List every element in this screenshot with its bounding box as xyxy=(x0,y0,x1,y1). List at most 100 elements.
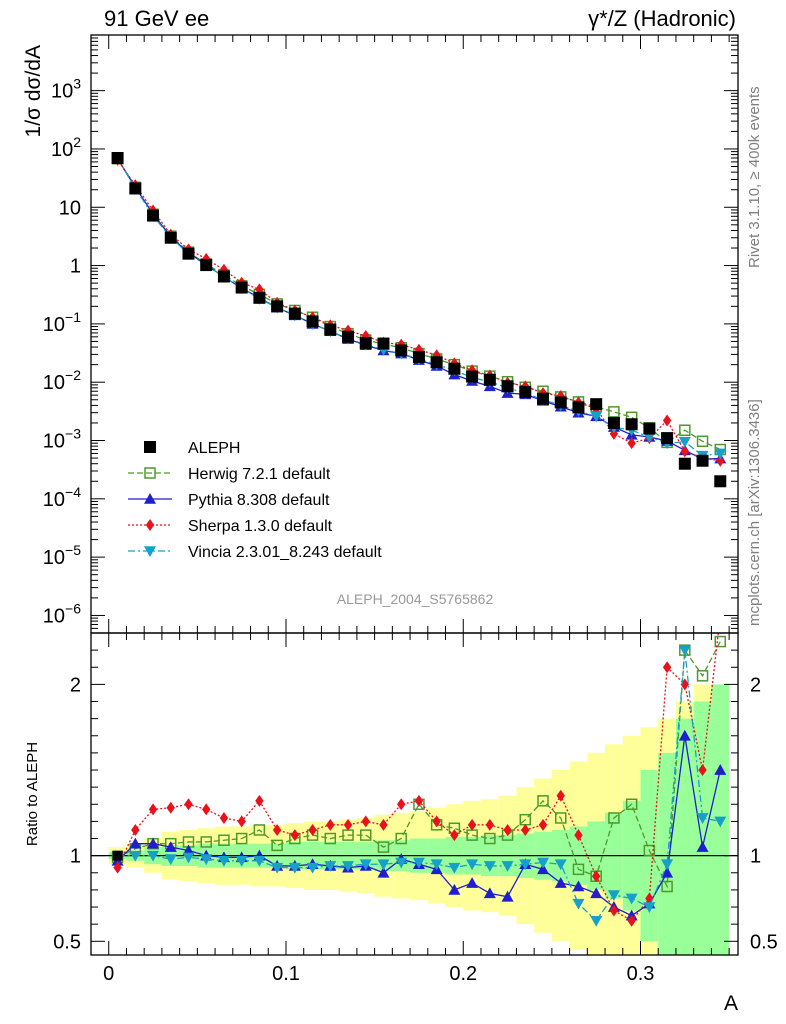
ratio-point xyxy=(237,815,246,828)
analysis-label: ALEPH_2004_S5765862 xyxy=(337,591,494,607)
inner-band-bin xyxy=(675,718,694,955)
ratio-point xyxy=(377,866,390,878)
legend-item-pythia-8-308-default xyxy=(128,493,172,504)
ratio-point xyxy=(377,859,390,871)
ratio-point xyxy=(714,816,727,828)
data-point xyxy=(607,416,620,429)
data-point xyxy=(716,454,725,467)
x-tick-label: 0 xyxy=(103,963,114,985)
ratio-point xyxy=(661,880,673,893)
ratio-point xyxy=(714,764,727,775)
series-aleph xyxy=(111,151,727,488)
data-point xyxy=(306,315,319,328)
data-point xyxy=(395,344,408,357)
legend-marker xyxy=(144,493,156,504)
data-point xyxy=(572,401,585,414)
x-tick-label: 0.2 xyxy=(449,963,477,985)
ratio-point xyxy=(308,823,317,836)
y-tick-label: 1 xyxy=(70,256,81,278)
ratio-point xyxy=(129,837,142,849)
legend xyxy=(128,441,172,557)
ratio-point xyxy=(521,823,530,836)
ratio-point xyxy=(625,893,638,905)
legend-label: Sherpa 1.3.0 default xyxy=(188,518,333,535)
data-point xyxy=(111,151,124,164)
x-tick-label: 0.3 xyxy=(627,963,655,985)
ratio-point xyxy=(501,861,514,872)
data-point xyxy=(696,454,709,467)
ratio-point xyxy=(662,661,672,674)
legend-marker xyxy=(145,519,155,531)
data-point xyxy=(235,281,248,294)
ratio-reference-point xyxy=(112,850,123,861)
ratio-point xyxy=(554,877,567,888)
y-tick-label: 10−4 xyxy=(43,484,81,511)
data-point xyxy=(342,330,355,343)
data-point xyxy=(643,432,656,443)
ratio-y-tick-label-right: 1 xyxy=(750,846,761,868)
data-point xyxy=(483,373,496,386)
data-point xyxy=(662,414,672,427)
ratio-point xyxy=(306,862,319,874)
data-point xyxy=(661,432,674,445)
ratio-point xyxy=(342,861,355,872)
y-tick-label: 10−3 xyxy=(43,426,81,453)
ratio-y-tick-label: 2 xyxy=(70,674,81,696)
ratio-point xyxy=(501,890,514,902)
ratio-point xyxy=(288,862,301,874)
ratio-point xyxy=(696,670,709,682)
ratio-point xyxy=(661,859,674,871)
ratio-point xyxy=(537,863,550,875)
y-tick-label: 10−5 xyxy=(43,542,81,569)
data-point xyxy=(253,291,266,304)
ratio-point xyxy=(678,729,691,741)
ratio-series-vincia-2-3-01-8-243-default xyxy=(111,645,727,927)
ratio-point xyxy=(430,859,443,871)
ratio-point xyxy=(129,850,142,862)
ratio-point xyxy=(627,914,636,927)
y-tick-label: 10−1 xyxy=(43,309,81,336)
ratio-point xyxy=(607,890,620,902)
ratio-point xyxy=(572,898,585,910)
ratio-point xyxy=(643,844,656,857)
data-point xyxy=(678,457,691,470)
ratio-point xyxy=(448,862,461,874)
main-y-axis xyxy=(91,34,738,634)
data-point xyxy=(608,406,620,418)
ratio-point xyxy=(572,863,585,876)
data-point xyxy=(501,380,514,393)
data-point xyxy=(554,396,567,409)
data-point xyxy=(609,427,619,440)
ratio-point xyxy=(537,857,550,869)
legend-label: Vincia 2.3.01_8.243 default xyxy=(188,544,382,561)
data-point xyxy=(696,435,709,448)
ratio-point xyxy=(538,818,548,831)
x-axis xyxy=(108,35,730,955)
ratio-point xyxy=(609,904,619,917)
ratio-point xyxy=(271,839,283,852)
data-point xyxy=(202,252,211,265)
data-point xyxy=(519,385,532,398)
data-point xyxy=(377,337,390,350)
legend-item-herwig-7-2-1-default xyxy=(128,467,172,479)
ratio-point xyxy=(147,837,160,849)
ratio-y-axis-label: Ratio to ALEPH xyxy=(24,742,41,846)
ratio-point xyxy=(377,841,390,853)
ratio-point xyxy=(360,829,372,841)
legend-label: ALEPH xyxy=(188,440,240,457)
ratio-point xyxy=(485,818,495,831)
data-point xyxy=(182,247,195,260)
ratio-point xyxy=(591,870,601,883)
series-pythia-8-308-default xyxy=(111,152,727,464)
ratio-point xyxy=(483,887,496,899)
ratio-point xyxy=(202,803,211,816)
inner-band-bin xyxy=(711,684,730,955)
ratio-point xyxy=(397,798,406,811)
series-line xyxy=(117,158,721,457)
ratio-point xyxy=(698,764,707,777)
legend-marker xyxy=(144,546,156,557)
ratio-plot-series xyxy=(111,633,727,927)
ratio-point xyxy=(714,635,727,648)
ratio-y-tick-label: 1 xyxy=(70,846,81,868)
x-axis-label: A xyxy=(724,992,738,1015)
